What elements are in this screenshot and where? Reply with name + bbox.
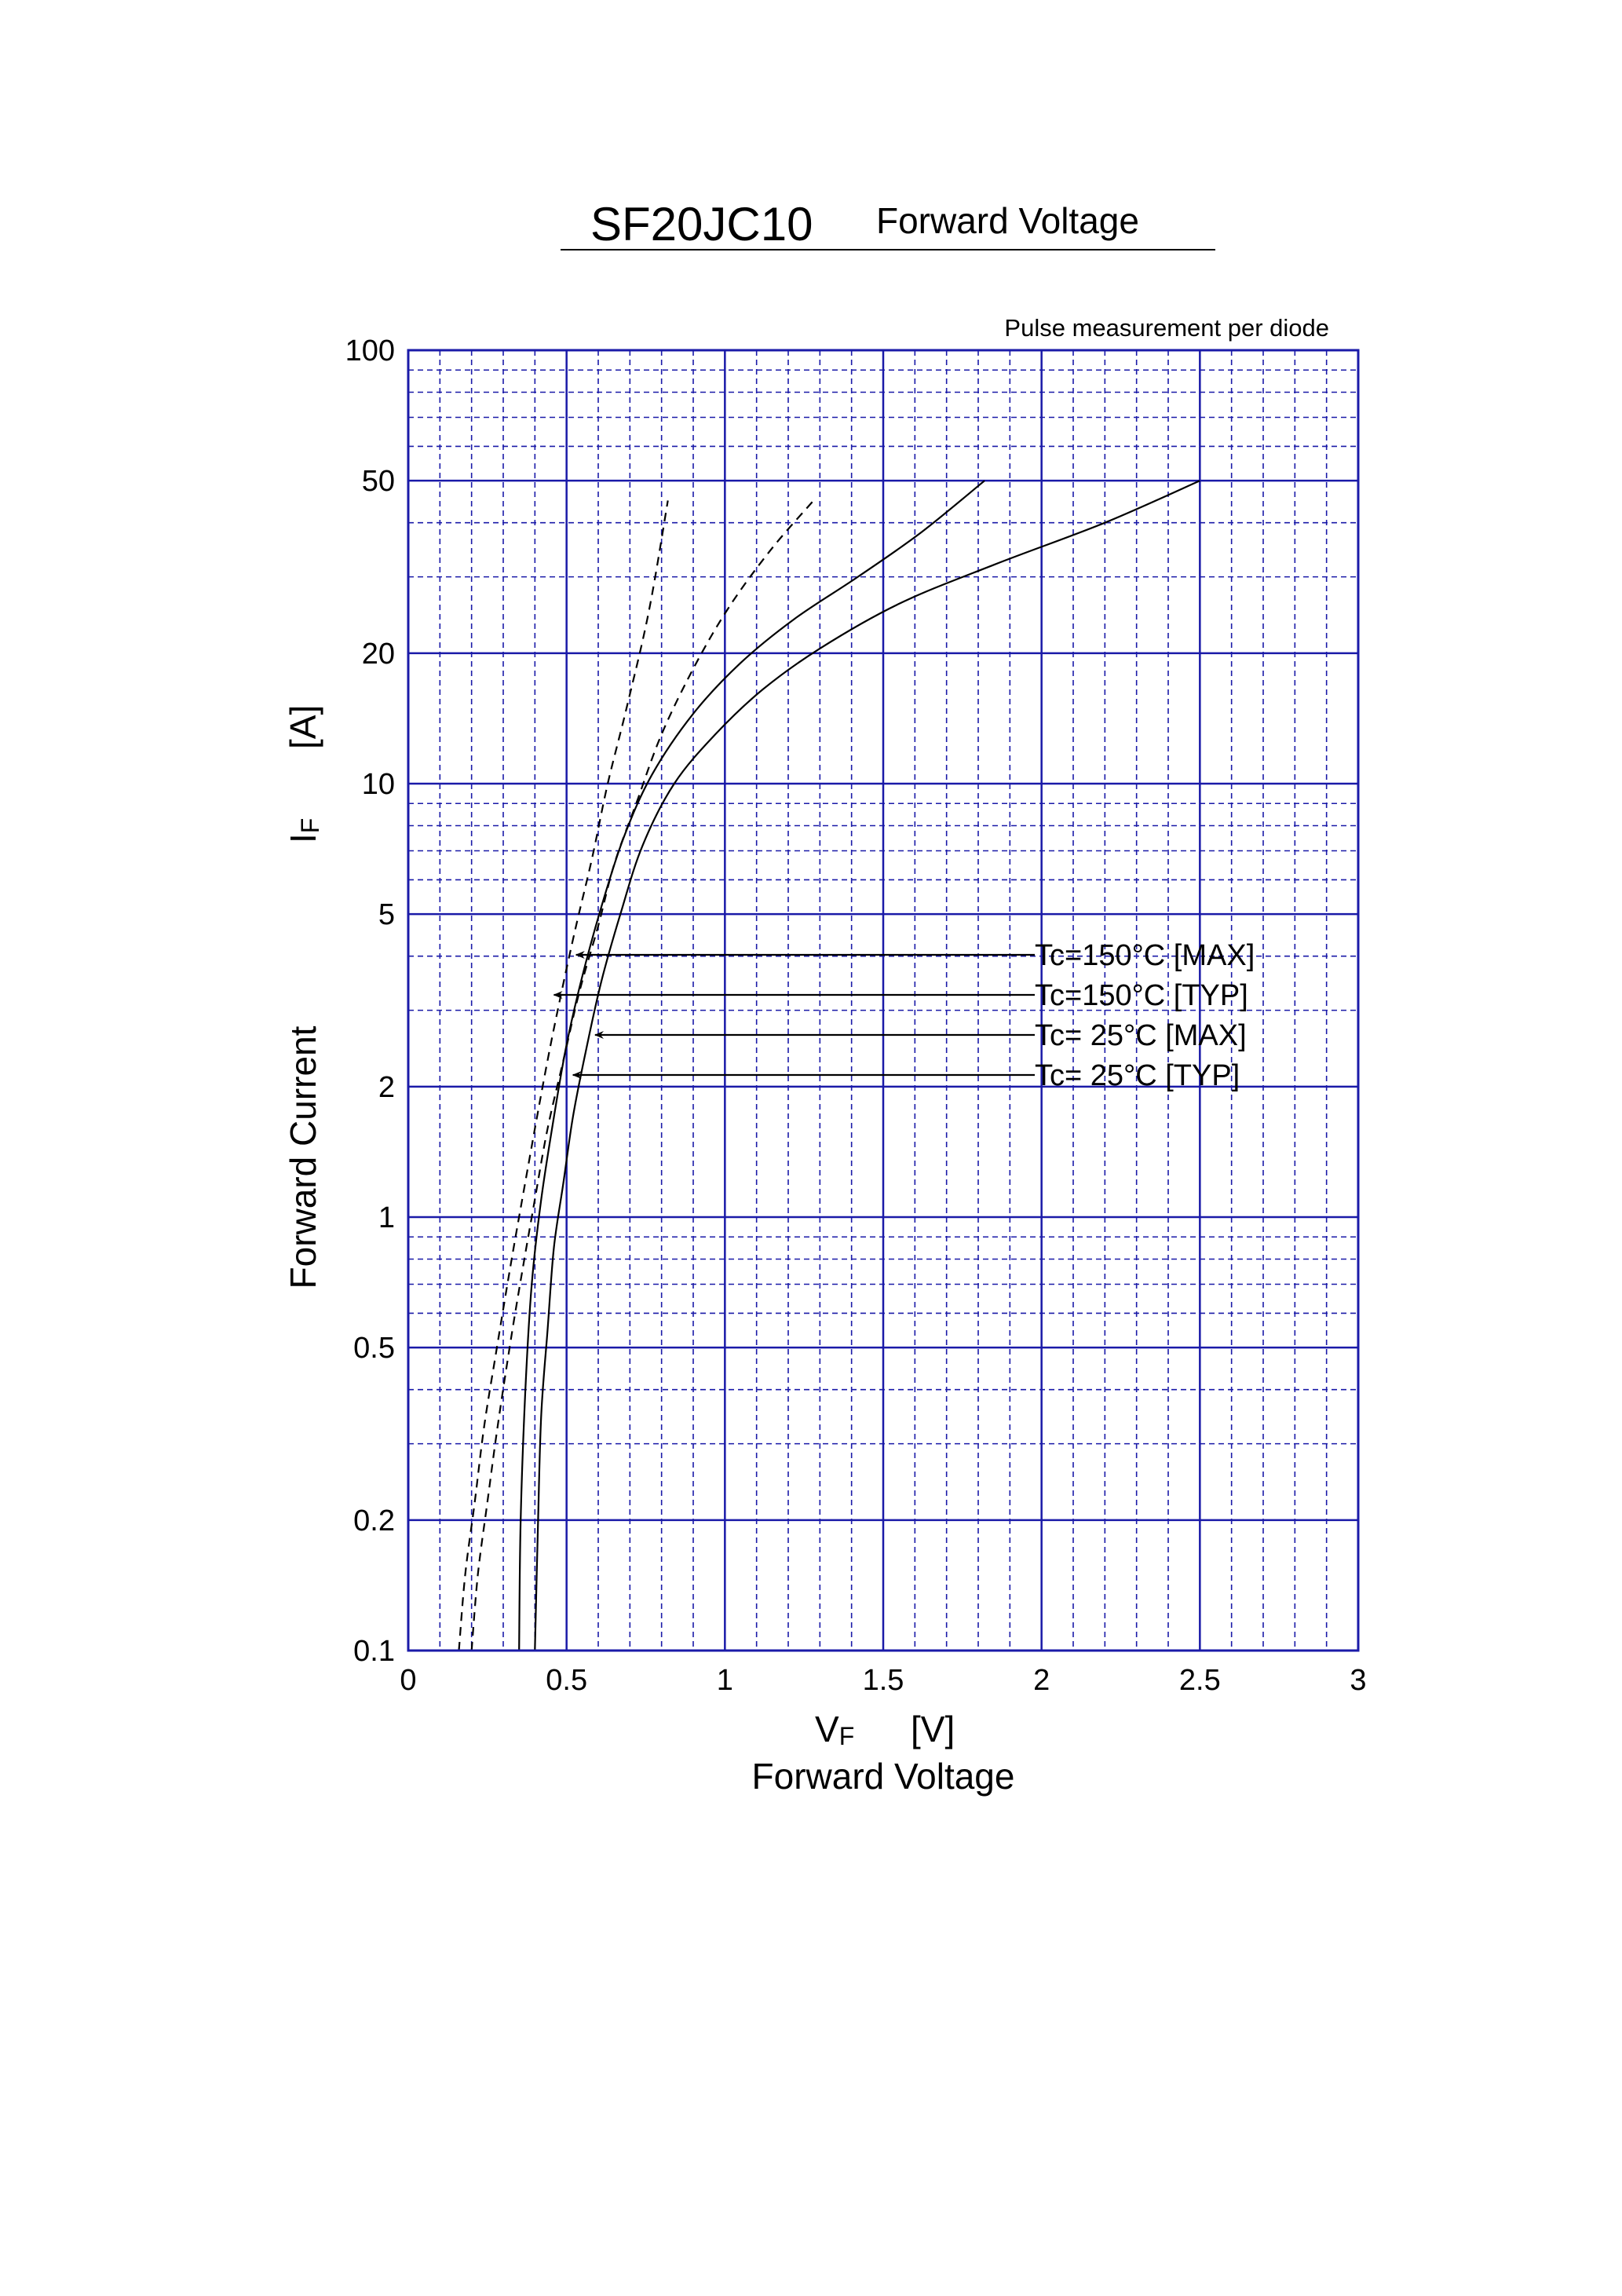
x-axis-symbol-main: V — [815, 1709, 839, 1749]
x-tick-label: 2.5 — [1179, 1664, 1221, 1697]
y-axis-symbol: IF — [283, 818, 324, 843]
y-tick-label: 50 — [362, 465, 395, 498]
y-tick-label: 100 — [345, 335, 395, 367]
y-tick-label: 0.1 — [353, 1635, 395, 1668]
y-axis-symbol-subscript: F — [296, 818, 324, 834]
y-tick-label: 0.5 — [353, 1332, 395, 1365]
x-tick-label: 0 — [400, 1664, 416, 1697]
x-tick-label: 1 — [717, 1664, 733, 1697]
x-tick-label: 3 — [1350, 1664, 1366, 1697]
x-axis-symbol: VF — [815, 1709, 854, 1750]
grid — [408, 350, 1358, 1651]
y-axis-unit: [A] — [283, 705, 323, 749]
annotation-label: Tc=150°C [TYP] — [1035, 979, 1248, 1012]
annotation-label: Tc= 25°C [MAX] — [1035, 1019, 1247, 1052]
chart-subtitle: Forward Voltage — [876, 200, 1139, 241]
annotation-label: Tc=150°C [MAX] — [1035, 939, 1255, 972]
y-axis-label: Forward Current IF [A] — [283, 705, 324, 1289]
y-axis-symbol-main: I — [283, 833, 323, 843]
measurement-note: Pulse measurement per diode — [1004, 314, 1329, 342]
y-tick-label: 2 — [378, 1071, 395, 1104]
x-tick-label: 0.5 — [546, 1664, 587, 1697]
y-tick-label: 0.2 — [353, 1504, 395, 1537]
y-tick-labels: 0.1 0.2 0.5 1 2 5 10 20 50 100 — [345, 335, 395, 1668]
y-tick-label: 20 — [362, 638, 395, 671]
series-line-tc-25-c-max — [534, 480, 1200, 1651]
y-axis-name: Forward Current — [283, 1026, 323, 1289]
x-tick-labels: 0 0.5 1 1.5 2 2.5 3 — [400, 1664, 1366, 1697]
y-tick-label: 10 — [362, 768, 395, 801]
x-tick-label: 1.5 — [863, 1664, 904, 1697]
series-line-tc-25-c-typ — [518, 480, 985, 1651]
series-line-tc-150-c-typ — [458, 500, 669, 1651]
x-tick-label: 2 — [1033, 1664, 1050, 1697]
x-axis-name: Forward Voltage — [752, 1756, 1015, 1797]
annotations: Tc=150°C [MAX] Tc=150°C [TYP] Tc= 25°C [MA… — [553, 939, 1255, 1092]
x-axis-symbol-subscript: F — [839, 1722, 855, 1750]
chart-title: SF20JC10 — [590, 198, 813, 250]
y-tick-label: 1 — [378, 1201, 395, 1234]
series-line-tc-150-c-max — [470, 499, 815, 1651]
series-group — [458, 480, 1200, 1651]
x-axis-unit: [V] — [911, 1709, 955, 1749]
plot-frame — [407, 349, 1360, 1652]
y-tick-label: 5 — [378, 898, 395, 931]
annotation-label: Tc= 25°C [TYP] — [1035, 1059, 1240, 1092]
